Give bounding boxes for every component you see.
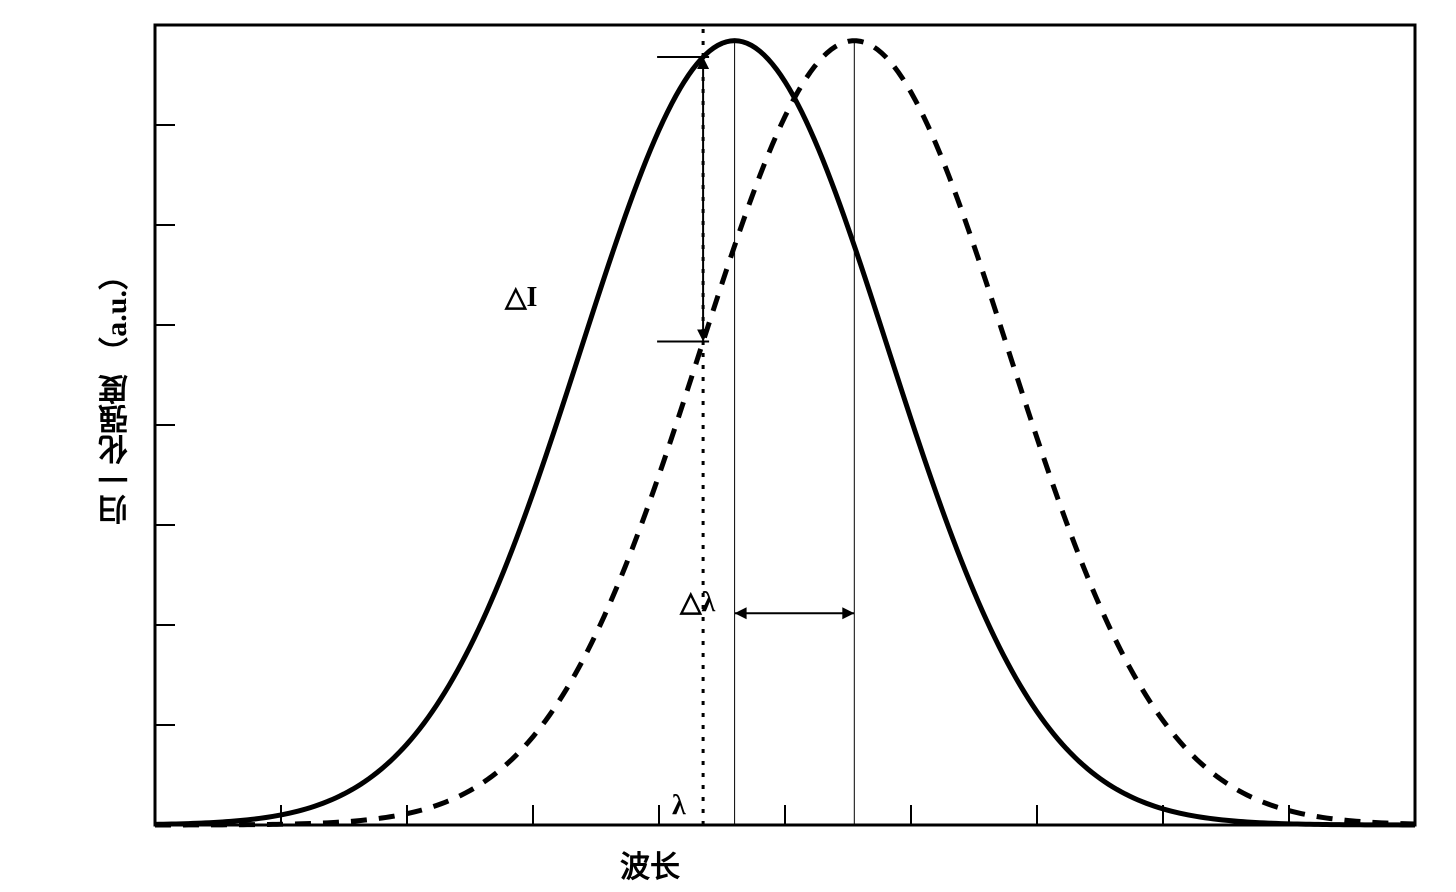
solid-spectrum [155, 41, 1415, 825]
x-axis-label: 波长 [620, 842, 680, 886]
delta-lambda-label: △λ [680, 585, 715, 619]
dashed-spectrum [155, 41, 1415, 825]
delta-i-label: △I [505, 280, 537, 314]
chart-container: 归一化强度 （a.u.） 波长 △λ △I λ [0, 0, 1456, 892]
spectrum-chart [0, 0, 1456, 892]
lambda-label: λ [672, 790, 686, 822]
y-axis-label: 归一化强度 （a.u.） [95, 260, 139, 524]
